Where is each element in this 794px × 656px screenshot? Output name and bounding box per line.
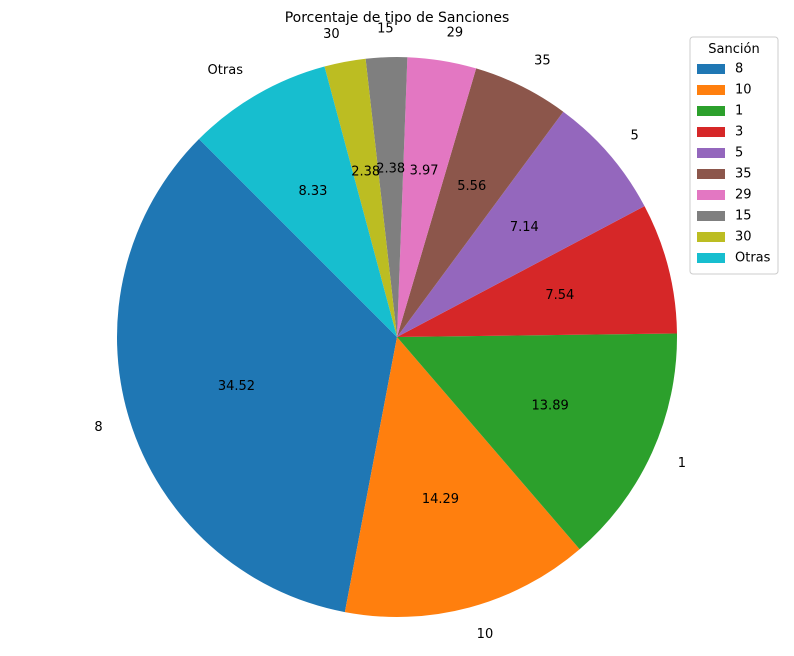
category-label: 8 [94,420,102,435]
percent-label: 34.52 [218,379,255,394]
category-label: 5 [630,129,638,144]
legend-swatch [697,169,725,179]
pie-slice-5 [397,111,645,338]
legend-swatch [697,211,725,221]
legend-swatch [697,253,725,263]
percent-label: 5.56 [457,179,486,194]
legend-swatch [697,148,725,158]
pie-slice-8 [116,139,397,613]
category-label: 29 [447,26,464,41]
percent-label: 2.38 [351,164,380,179]
category-label: 1 [678,456,686,471]
percent-label: 13.89 [532,399,569,414]
percent-label: 7.54 [545,288,574,303]
legend-title: Sanción [708,42,759,57]
percent-label: 8.33 [299,184,328,199]
category-label: 10 [477,627,494,642]
percent-label: 2.38 [376,162,405,177]
pie-slice-10 [344,337,580,617]
category-label: 35 [534,54,551,69]
pie-slice-29 [397,57,477,337]
legend-label: 3 [735,125,743,140]
legend-label: 5 [735,146,743,161]
percent-label: 3.97 [410,164,439,179]
legend-swatch [697,85,725,95]
legend-label: 1 [735,104,743,119]
pie-slice-1 [397,333,678,550]
pie-slice-3 [397,206,677,337]
category-label: Otras [208,63,244,78]
pie-slice-35 [397,68,564,337]
legend-label: 15 [735,209,752,224]
legend-label: 10 [735,83,752,98]
legend-swatch [697,232,725,242]
pie-slices [116,57,678,617]
legend-label: 35 [735,167,752,182]
percent-label: 7.14 [510,220,539,235]
pie-slice-15 [365,57,408,337]
legend-label: Otras [735,251,771,266]
legend-swatch [697,106,725,116]
percent-label: 14.29 [422,492,459,507]
pie-slice-otras [199,66,397,337]
category-label: 15 [377,22,394,37]
legend-label: 30 [735,230,752,245]
chart-title: Porcentaje de tipo de Sanciones [285,10,510,26]
legend-swatch [697,190,725,200]
legend-label: 29 [735,188,752,203]
legend-label: 8 [735,62,743,77]
legend-swatch [697,127,725,137]
category-label: 30 [323,27,340,42]
legend-swatch [697,64,725,74]
pie-percent-labels: 34.52 14.29 13.89 7.54 7.14 5.56 3.97 2.382.38 8… [218,162,574,507]
pie-slice-30 [324,58,397,337]
